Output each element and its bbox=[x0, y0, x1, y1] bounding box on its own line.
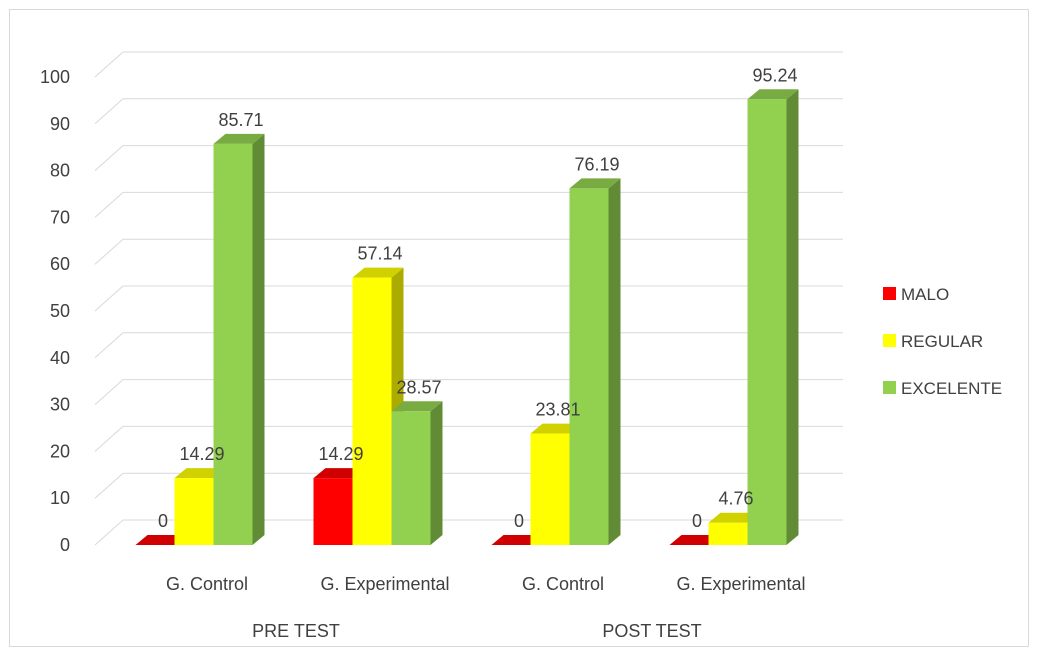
data-label-malo: 0 bbox=[514, 511, 524, 531]
legend-swatch-excelente bbox=[883, 381, 896, 394]
bar-excelente-top bbox=[391, 401, 443, 412]
bar-excelente-side bbox=[252, 133, 265, 545]
bar-regular-top bbox=[352, 267, 404, 278]
y-tick-label: 100 bbox=[40, 67, 70, 87]
grid-diagonal bbox=[94, 519, 124, 546]
bar-regular bbox=[352, 277, 392, 545]
bar-excelente bbox=[213, 143, 253, 545]
y-tick-label: 80 bbox=[50, 161, 70, 181]
data-label-regular: 14.29 bbox=[179, 444, 224, 464]
data-label-malo: 0 bbox=[158, 511, 168, 531]
bar-excelente-side bbox=[430, 401, 443, 545]
grid-diagonal bbox=[94, 472, 124, 499]
x-group-label: POST TEST bbox=[602, 621, 701, 641]
bar-regular bbox=[174, 478, 214, 545]
bar-excelente-top bbox=[747, 89, 799, 100]
grid-diagonal bbox=[94, 426, 124, 452]
x-group-label: PRE TEST bbox=[252, 621, 340, 641]
bar-regular bbox=[708, 522, 748, 545]
bar-regular-top bbox=[708, 512, 760, 523]
grid-diagonal bbox=[94, 285, 124, 312]
bar-excelente bbox=[391, 411, 431, 545]
bar-malo bbox=[313, 478, 353, 545]
grid-diagonal bbox=[94, 98, 124, 125]
bar-excelente bbox=[747, 99, 787, 546]
grid-diagonal bbox=[94, 332, 124, 359]
legend-swatch-regular bbox=[883, 334, 896, 347]
bar-excelente-side bbox=[786, 89, 799, 546]
x-category-label: G. Experimental bbox=[320, 574, 449, 594]
grid-diagonal bbox=[94, 379, 124, 405]
bar-excelente bbox=[569, 188, 609, 546]
chart-labels: 0 14.29 85.71 14.29 57.14 28.57 0 23.81 76.19 0 4.… bbox=[158, 65, 798, 531]
legend-label-malo: MALO bbox=[901, 285, 949, 304]
legend-swatch-malo bbox=[883, 287, 896, 300]
y-tick-label: 30 bbox=[50, 395, 70, 415]
chart-axes: 0 10 20 30 40 50 60 70 80 90 100 G. Control G. Exper… bbox=[40, 67, 806, 641]
data-label-malo: 0 bbox=[692, 511, 702, 531]
y-tick-label: 70 bbox=[50, 207, 70, 227]
grid-diagonal bbox=[94, 192, 124, 218]
x-category-label: G. Experimental bbox=[676, 574, 805, 594]
data-label-excelente: 95.24 bbox=[752, 65, 797, 85]
bar-excelente-side bbox=[608, 178, 621, 546]
data-label-regular: 57.14 bbox=[357, 244, 402, 264]
y-tick-label: 0 bbox=[60, 535, 70, 555]
grid-diagonal bbox=[94, 238, 124, 265]
bar-excelente-top bbox=[569, 178, 621, 189]
data-label-excelente: 28.57 bbox=[396, 377, 441, 397]
bar-regular-top bbox=[530, 423, 582, 434]
x-category-label: G. Control bbox=[166, 574, 248, 594]
bar-malo-top bbox=[491, 535, 543, 545]
y-tick-label: 50 bbox=[50, 301, 70, 321]
bar-malo-top bbox=[669, 535, 721, 545]
bar-excelente-top bbox=[213, 133, 265, 144]
y-tick-label: 20 bbox=[50, 441, 70, 461]
legend-label-excelente: EXCELENTE bbox=[901, 379, 1002, 398]
data-label-excelente: 85.71 bbox=[218, 110, 263, 130]
y-tick-label: 40 bbox=[50, 348, 70, 368]
data-label-excelente: 76.19 bbox=[574, 154, 619, 174]
chart-legend: MALO REGULAR EXCELENTE bbox=[883, 285, 1002, 398]
data-label-regular: 4.76 bbox=[718, 489, 753, 509]
y-tick-label: 60 bbox=[50, 254, 70, 274]
grid-diagonal bbox=[94, 51, 124, 78]
data-label-regular: 23.81 bbox=[535, 400, 580, 420]
bar-regular bbox=[530, 433, 570, 545]
bar-regular-top bbox=[174, 468, 226, 479]
chart-bars bbox=[135, 89, 799, 546]
y-tick-label: 10 bbox=[50, 488, 70, 508]
data-label-malo: 14.29 bbox=[318, 444, 363, 464]
bar-malo-top bbox=[135, 535, 187, 545]
y-tick-label: 90 bbox=[50, 114, 70, 134]
grid-diagonal bbox=[94, 145, 124, 171]
bar-malo-top bbox=[313, 468, 365, 479]
legend-label-regular: REGULAR bbox=[901, 332, 983, 351]
x-category-label: G. Control bbox=[522, 574, 604, 594]
